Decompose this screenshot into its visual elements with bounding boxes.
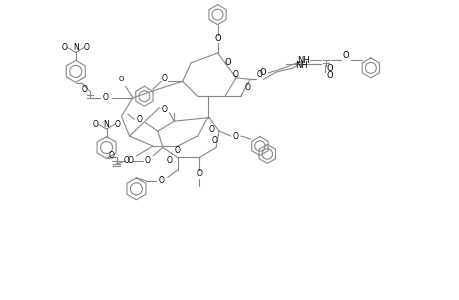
Text: N: N	[73, 43, 78, 52]
Text: O: O	[325, 64, 332, 74]
Text: O: O	[166, 156, 172, 165]
Text: O: O	[84, 43, 90, 52]
Text: O: O	[123, 156, 129, 165]
Text: O: O	[342, 51, 348, 60]
Text: O: O	[208, 124, 213, 134]
Text: O: O	[114, 120, 120, 129]
Text: O: O	[196, 169, 202, 178]
Text: O: O	[233, 132, 238, 141]
Text: O: O	[174, 146, 180, 154]
Text: O: O	[211, 136, 217, 145]
Text: O: O	[102, 93, 108, 102]
Text: NH: NH	[295, 61, 308, 70]
Text: O: O	[233, 70, 238, 79]
Text: O: O	[161, 74, 167, 83]
Text: O: O	[161, 105, 167, 114]
Text: O: O	[82, 85, 87, 94]
Text: O: O	[214, 34, 220, 43]
Text: O: O	[127, 156, 133, 165]
Text: O: O	[118, 76, 124, 82]
Text: O: O	[92, 120, 98, 129]
Text: O: O	[224, 58, 230, 68]
Text: NH: NH	[296, 56, 309, 65]
Text: O: O	[325, 71, 332, 80]
Text: O: O	[108, 152, 114, 160]
Text: O: O	[145, 156, 151, 165]
Text: N: N	[103, 120, 109, 129]
Text: O: O	[244, 83, 250, 92]
Text: O: O	[258, 68, 265, 77]
Text: O: O	[257, 70, 262, 79]
Text: O: O	[158, 176, 164, 185]
Text: O: O	[62, 43, 67, 52]
Text: O: O	[136, 115, 142, 124]
